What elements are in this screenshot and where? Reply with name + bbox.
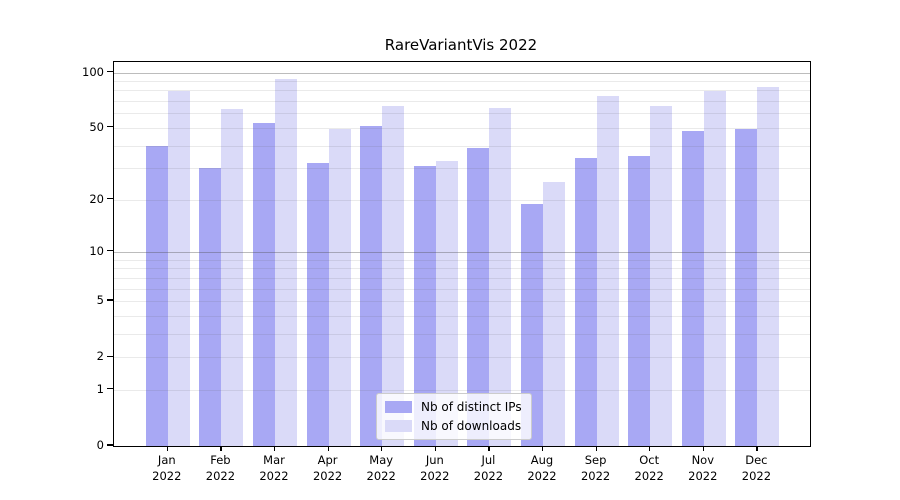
x-tick-label-aug: Aug 2022 (527, 453, 557, 483)
bar-ips-apr (306, 163, 329, 446)
legend-label-downloads: Nb of downloads (421, 419, 522, 433)
x-tick-mark-jan (166, 446, 168, 451)
bar-downloads-jun (435, 160, 458, 446)
bar-ips-jun (413, 165, 436, 446)
bar-downloads-mar (275, 79, 297, 446)
chart-title: RareVariantVis 2022 (384, 36, 538, 54)
y-tick-mark-50 (107, 126, 113, 128)
legend-swatch-downloads (385, 420, 412, 432)
y-tick-label-50: 50 (89, 119, 104, 134)
y-tick-label-10: 10 (89, 243, 104, 258)
y-tick-label-20: 20 (89, 191, 104, 206)
y-tick-label-2: 2 (96, 349, 104, 364)
y-tick-label-0: 0 (96, 438, 104, 452)
bar-downloads-oct (650, 105, 673, 446)
bar-downloads-feb (221, 109, 244, 446)
y-tick-label-1: 1 (96, 381, 104, 396)
bar-downloads-dec (757, 87, 780, 446)
x-tick-label-nov: Nov 2022 (688, 453, 718, 483)
x-tick-label-oct: Oct 2022 (634, 453, 664, 483)
x-tick-mark-jul (488, 446, 490, 451)
bar-ips-dec (735, 129, 758, 446)
legend-item-distinct-ips: Nb of distinct IPs (385, 400, 522, 414)
x-tick-mark-feb (220, 446, 222, 451)
bar-ips-feb (199, 168, 222, 446)
x-tick-label-jan: Jan 2022 (152, 453, 182, 483)
bar-ips-nov (681, 131, 704, 446)
bar-downloads-apr (328, 129, 351, 446)
x-tick-label-apr: Apr 2022 (312, 453, 343, 483)
bar-ips-mar (253, 123, 275, 446)
y-tick-label-5: 5 (96, 293, 104, 307)
y-tick-mark-10 (107, 250, 113, 252)
bar-ips-may (360, 126, 383, 446)
bars-layer (114, 62, 810, 446)
legend-label-distinct-ips: Nb of distinct IPs (421, 400, 522, 414)
bar-ips-sep (574, 158, 597, 446)
bar-downloads-nov (703, 91, 726, 446)
y-tick-mark-0 (107, 444, 113, 446)
bar-ips-oct (628, 156, 651, 446)
bar-ips-jul (467, 147, 490, 446)
x-tick-label-mar: Mar 2022 (259, 453, 289, 483)
legend-swatch-distinct-ips (385, 401, 412, 413)
legend: Nb of distinct IPs Nb of downloads (376, 393, 532, 440)
y-tick-mark-1 (107, 388, 113, 390)
y-tick-mark-5 (107, 299, 113, 301)
x-tick-label-dec: Dec 2022 (741, 453, 772, 483)
x-tick-label-feb: Feb 2022 (205, 453, 236, 483)
x-tick-mark-aug (542, 446, 544, 451)
bar-downloads-sep (596, 95, 619, 446)
bar-downloads-aug (543, 182, 565, 446)
x-tick-mark-mar (274, 446, 276, 451)
x-tick-mark-jun (434, 446, 436, 451)
bar-downloads-may (382, 105, 405, 446)
bar-downloads-jan (167, 91, 190, 446)
y-tick-label-100: 100 (82, 64, 104, 79)
x-tick-mark-oct (649, 446, 651, 451)
y-tick-mark-20 (107, 198, 113, 200)
x-tick-label-jul: Jul 2022 (473, 453, 504, 483)
x-tick-mark-apr (327, 446, 329, 451)
y-tick-mark-100 (107, 70, 113, 73)
x-tick-mark-may (381, 446, 383, 451)
bar-ips-aug (521, 203, 543, 446)
x-tick-label-jun: Jun 2022 (420, 453, 450, 483)
plot-area (113, 61, 811, 447)
y-tick-mark-2 (107, 355, 113, 357)
bar-downloads-jul (489, 108, 512, 446)
x-tick-mark-sep (595, 446, 597, 451)
bar-ips-jan (145, 145, 168, 446)
x-tick-mark-dec (756, 446, 758, 451)
x-tick-mark-nov (702, 446, 704, 451)
legend-item-downloads: Nb of downloads (385, 419, 522, 433)
x-tick-label-sep: Sep 2022 (580, 453, 611, 483)
x-tick-label-may: May 2022 (366, 453, 396, 483)
